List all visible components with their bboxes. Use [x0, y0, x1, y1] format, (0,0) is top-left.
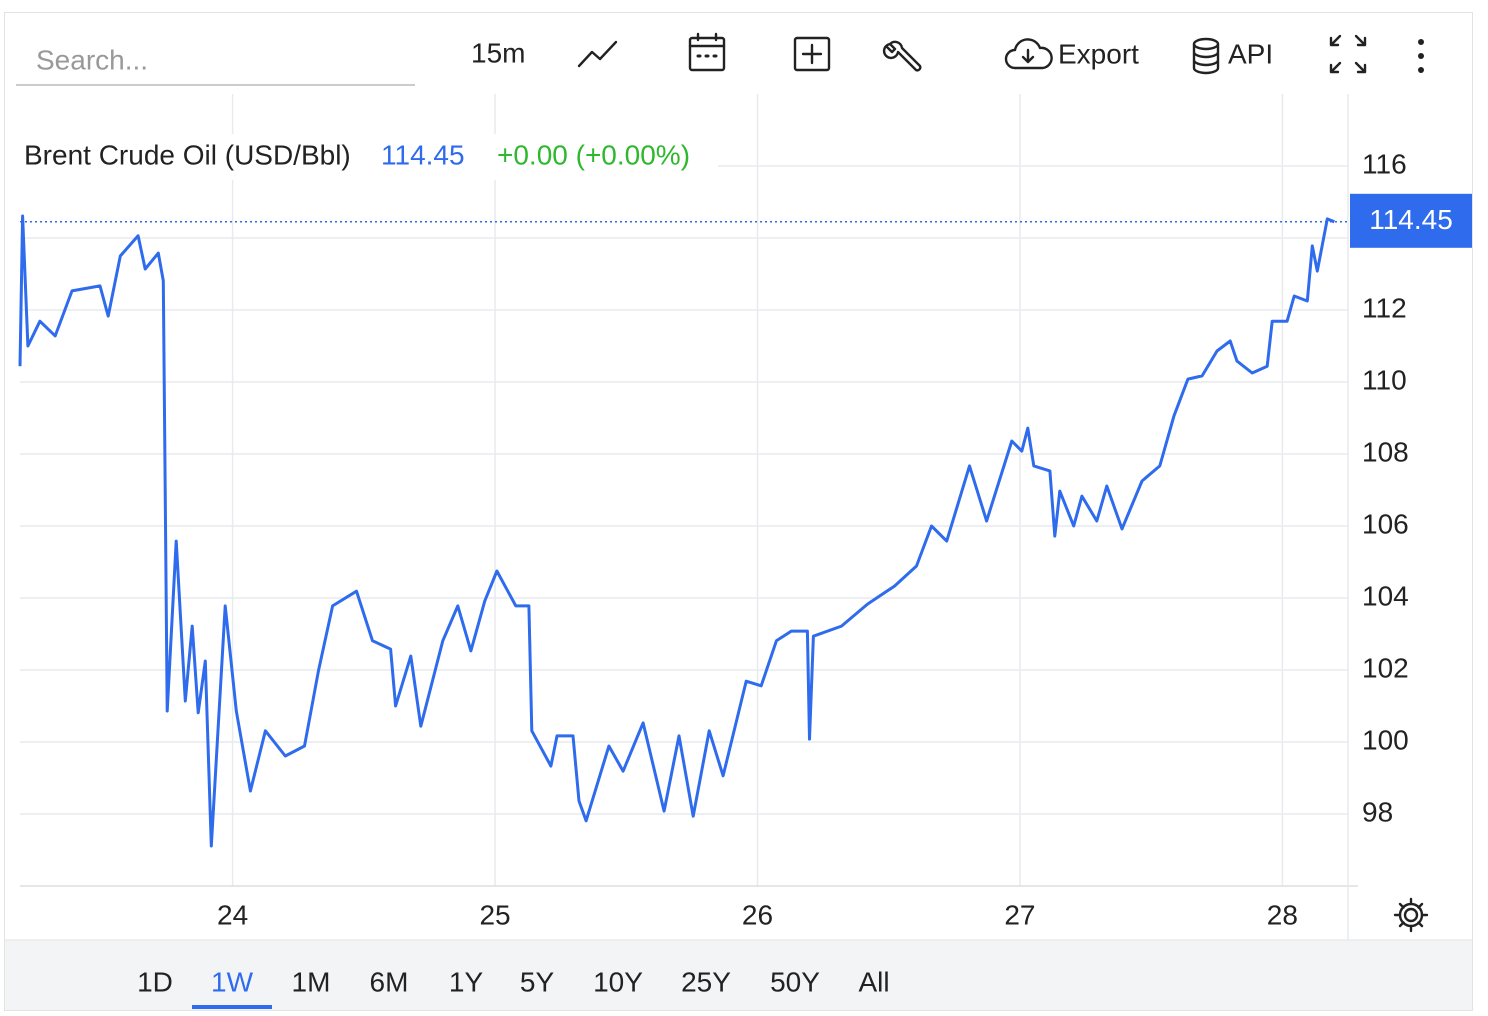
x-tick-label: 26 [742, 899, 773, 930]
compare-icon[interactable] [793, 36, 831, 72]
change-label: +0.00 (+0.00%) [497, 139, 690, 170]
x-tick-label: 27 [1004, 899, 1035, 930]
y-tick-label: 98 [1362, 796, 1393, 827]
chart-title: Brent Crude Oil (USD/Bbl) [24, 139, 351, 170]
range-button[interactable]: 1Y [449, 966, 484, 997]
range-selected-underline [192, 1005, 272, 1009]
range-button[interactable]: 1D [137, 966, 173, 997]
range-buttons: 1D 1W 1M 6M 1Y 5Y 10Y 25Y 50Y All [137, 966, 890, 1009]
plot: 981001021041061081101121141162425262728B… [18, 94, 1472, 940]
range-button[interactable]: 50Y [770, 966, 820, 997]
tools-icon[interactable] [882, 40, 922, 72]
api-button[interactable]: API [1228, 38, 1273, 69]
header-bg [18, 134, 718, 180]
price-line [18, 214, 1335, 848]
price-label: 114.45 [381, 139, 465, 170]
x-tick-label: 24 [217, 899, 248, 930]
interval-button[interactable]: 15m [471, 37, 525, 68]
range-button[interactable]: 1M [292, 966, 331, 997]
price-tag [1350, 193, 1472, 248]
x-tick-label: 25 [479, 899, 510, 930]
y-tick-label: 116 [1362, 148, 1407, 179]
y-tick-label: 108 [1362, 436, 1409, 467]
line-type-icon[interactable] [577, 40, 618, 68]
range-button[interactable]: 10Y [593, 966, 643, 997]
x-tick-label: 28 [1267, 899, 1298, 930]
search-input[interactable]: Search... [36, 44, 148, 75]
y-tick-label: 112 [1362, 292, 1407, 323]
y-tick-label: 106 [1362, 508, 1409, 539]
fullscreen-icon[interactable] [1329, 34, 1367, 74]
settings-icon[interactable] [1393, 897, 1429, 933]
price-tag-label: 114.45 [1369, 204, 1453, 235]
range-button[interactable]: 25Y [681, 966, 731, 997]
range-button[interactable]: 1W [211, 966, 254, 997]
export-icon[interactable] [1004, 38, 1053, 70]
api-icon[interactable] [1192, 37, 1220, 75]
export-button[interactable]: Export [1058, 38, 1139, 69]
y-tick-label: 100 [1362, 724, 1409, 755]
y-tick-label: 110 [1362, 364, 1407, 395]
calendar-icon[interactable] [688, 32, 726, 72]
menu-icon[interactable] [1418, 39, 1424, 73]
range-button[interactable]: 5Y [520, 966, 555, 997]
y-tick-label: 102 [1362, 652, 1409, 683]
range-bar [5, 940, 1472, 1010]
range-button[interactable]: 6M [370, 966, 409, 997]
y-tick-label: 104 [1362, 580, 1409, 611]
range-button[interactable]: All [858, 966, 889, 997]
